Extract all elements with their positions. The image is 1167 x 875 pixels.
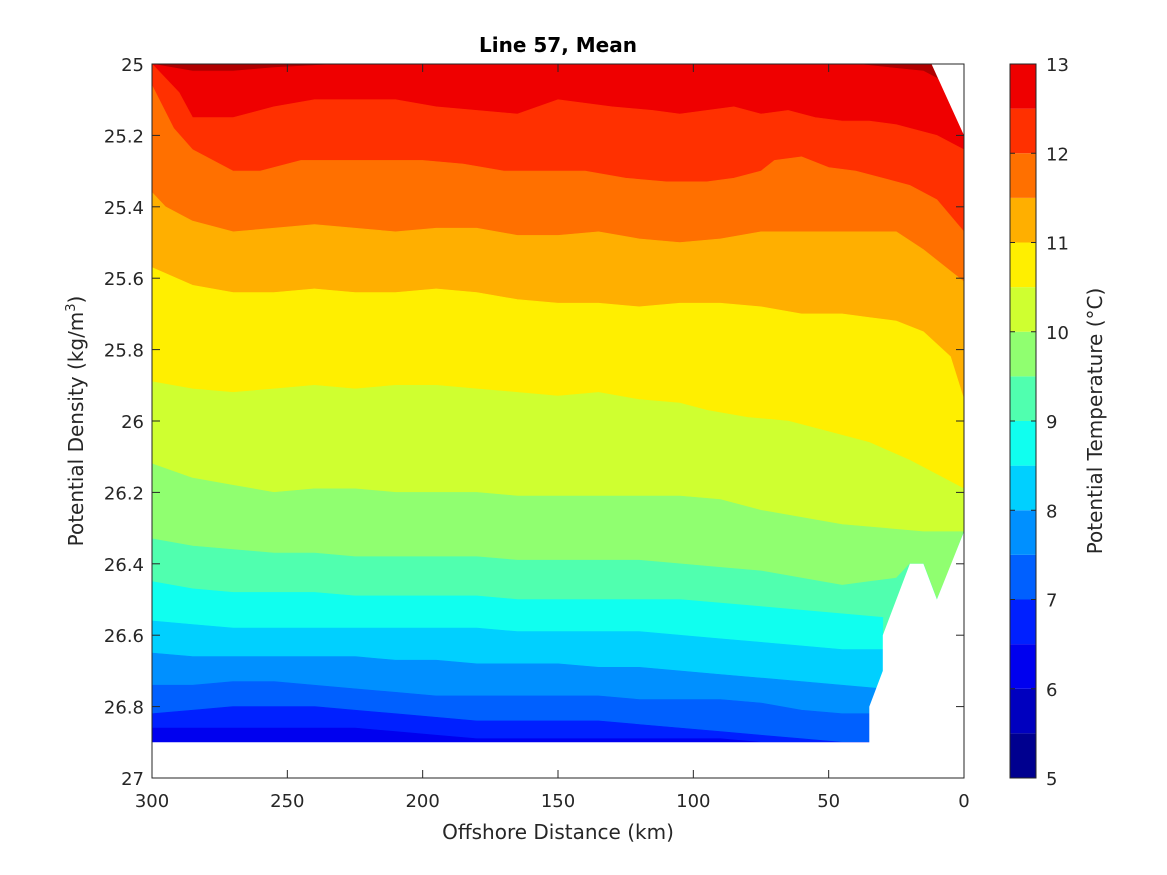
colorbar-tick-label: 9 <box>1046 412 1057 433</box>
y-tick-label: 25.8 <box>104 341 144 362</box>
y-tick-label: 26.4 <box>104 555 144 576</box>
colorbar-tick-label: 5 <box>1046 769 1057 790</box>
colorbar-swatch-10 <box>1010 287 1036 332</box>
colorbar-swatch-8_5 <box>1010 421 1036 466</box>
colorbar-swatch-9 <box>1010 376 1036 421</box>
y-axis-label-base: Potential Density (kg/m <box>64 312 88 547</box>
x-axis: 300 250 200 150 100 50 0 <box>135 64 970 812</box>
colorbar-swatch-12_5 <box>1010 64 1036 109</box>
colorbar-swatch-5_5 <box>1010 688 1036 734</box>
colorbar-tick-label: 10 <box>1046 323 1069 344</box>
colorbar-tick-label: 13 <box>1046 55 1069 76</box>
x-tick-label: 150 <box>541 791 575 812</box>
colorbar-swatch-8 <box>1010 465 1036 511</box>
x-tick-label: 100 <box>676 791 710 812</box>
y-axis-label-superscript: 3 <box>64 303 79 311</box>
colorbar-label: Potential Temperature (°C) <box>1083 288 1107 555</box>
colorbar-tick-label: 6 <box>1046 680 1057 701</box>
colorbar-swatch-5 <box>1010 733 1036 778</box>
no-data-mask-top-right <box>931 64 964 136</box>
colorbar-swatch-7 <box>1010 554 1036 600</box>
x-tick-label: 300 <box>135 791 169 812</box>
y-tick-label: 27 <box>121 769 144 790</box>
colorbar-swatch-10_5 <box>1010 242 1036 288</box>
x-tick-label: 200 <box>405 791 439 812</box>
colorbar-tick-label: 8 <box>1046 501 1057 522</box>
y-tick-label: 26.6 <box>104 626 144 647</box>
y-tick-label: 26.8 <box>104 698 144 719</box>
colorbar-swatch-9_5 <box>1010 331 1036 377</box>
colorbar-tick-label: 7 <box>1046 591 1057 612</box>
colorbar-swatch-11 <box>1010 197 1036 243</box>
x-tick-label: 0 <box>958 791 969 812</box>
chart-title: Line 57, Mean <box>479 33 637 57</box>
colorbar-swatch-11_5 <box>1010 153 1036 198</box>
y-tick-label: 25 <box>121 55 144 76</box>
y-tick-label: 25.2 <box>104 126 144 147</box>
colorbar-tick-label: 12 <box>1046 144 1069 165</box>
colorbar: 5 6 7 8 9 10 11 12 13 <box>1009 55 1069 790</box>
x-tick-label: 50 <box>817 791 840 812</box>
colorbar-swatch-12 <box>1010 108 1036 154</box>
colorbar-swatch-7_5 <box>1010 510 1036 555</box>
no-data-mask-bottom <box>152 531 964 778</box>
x-axis-label: Offshore Distance (km) <box>442 820 674 844</box>
y-tick-label: 25.4 <box>104 198 144 219</box>
y-axis-label-end: ) <box>64 296 88 304</box>
colorbar-swatch-6_5 <box>1010 599 1036 645</box>
y-tick-label: 26.2 <box>104 483 144 504</box>
y-tick-label: 26 <box>121 412 144 433</box>
y-axis-label: Potential Density (kg/m3) <box>64 296 88 547</box>
colorbar-tick-label: 11 <box>1046 234 1069 255</box>
plot-area <box>152 64 964 778</box>
x-tick-label: 250 <box>270 791 304 812</box>
y-tick-label: 25.6 <box>104 269 144 290</box>
colorbar-swatch-6 <box>1010 644 1036 689</box>
y-axis: 25 25.2 25.4 25.6 25.8 26 26.2 26.4 26.6 26.8 27 <box>104 55 964 790</box>
